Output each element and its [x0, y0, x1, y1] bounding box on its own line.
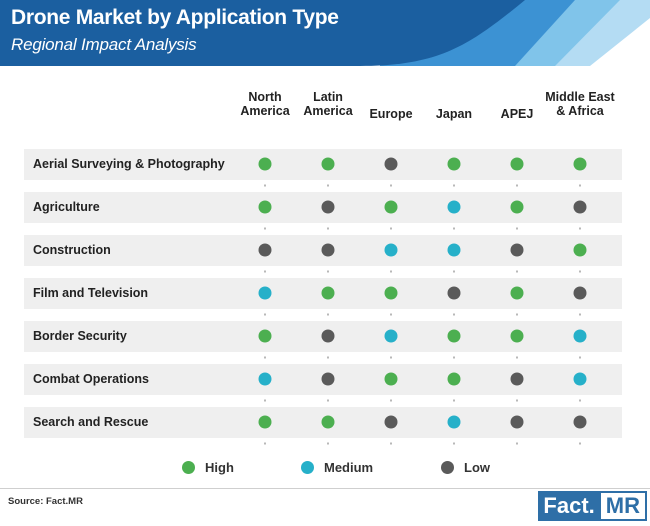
- legend-dot: [301, 461, 314, 474]
- impact-dot-high: [510, 286, 524, 300]
- impact-dot-high: [384, 372, 398, 386]
- column-header: Middle East & Africa: [541, 90, 619, 118]
- column-header: Japan: [415, 107, 493, 121]
- impact-dot-low: [321, 243, 335, 257]
- column-header: Latin America: [289, 90, 367, 118]
- impact-dot-high: [447, 372, 461, 386]
- column-header: APEJ: [478, 107, 556, 121]
- impact-dot-low: [510, 415, 524, 429]
- impact-dot-high: [447, 329, 461, 343]
- column-header-line: Middle East: [545, 90, 615, 104]
- source-note: Source: Fact.MR: [8, 496, 83, 507]
- impact-dot-high: [321, 286, 335, 300]
- column-header-line: America: [240, 104, 290, 118]
- impact-dot-high: [321, 415, 335, 429]
- legend-label: Medium: [324, 460, 374, 475]
- impact-dot-low: [321, 372, 335, 386]
- impact-dot-medium: [384, 329, 398, 343]
- column-header-line: Japan: [435, 107, 473, 121]
- row-label: Search and Rescue: [33, 414, 149, 429]
- impact-dot-high: [447, 157, 461, 171]
- impact-dot-high: [384, 286, 398, 300]
- impact-dot-high: [258, 329, 272, 343]
- legend-dot: [182, 461, 195, 474]
- impact-dot-medium: [447, 415, 461, 429]
- factmr-logo: Fact. MR: [538, 491, 647, 521]
- column-header-line: Europe: [369, 107, 413, 121]
- column-header-line: Latin: [313, 90, 343, 104]
- banner-main-shape: [0, 0, 525, 66]
- row-label: Aerial Surveying & Photography: [33, 156, 225, 171]
- impact-dot-low: [573, 415, 587, 429]
- row-label: Border Security: [33, 328, 127, 343]
- impact-dot-low: [447, 286, 461, 300]
- logo-part-fact: Fact.: [538, 491, 599, 521]
- column-header-line: America: [303, 104, 353, 118]
- impact-dot-medium: [447, 243, 461, 257]
- impact-dot-low: [573, 286, 587, 300]
- chart-title: Drone Market by Application Type: [11, 6, 339, 29]
- impact-dot-high: [258, 200, 272, 214]
- header-banner-shape: [0, 0, 650, 66]
- impact-dot-medium: [258, 372, 272, 386]
- row-label: Agriculture: [33, 199, 100, 214]
- impact-dot-high: [573, 243, 587, 257]
- impact-dot-low: [384, 157, 398, 171]
- column-header: Europe: [352, 107, 430, 121]
- impact-dot-low: [384, 415, 398, 429]
- header-banner: Drone Market by Application Type Regiona…: [0, 0, 650, 66]
- row-label: Film and Television: [33, 285, 149, 300]
- impact-dot-high: [384, 200, 398, 214]
- footer-divider: [0, 488, 650, 489]
- impact-dot-high: [258, 415, 272, 429]
- legend-item-low: Low: [441, 458, 490, 478]
- logo-part-mr: MR: [598, 491, 647, 521]
- impact-dot-low: [321, 200, 335, 214]
- legend-dot: [441, 461, 454, 474]
- legend-item-medium: Medium: [301, 458, 373, 478]
- impact-dot-medium: [573, 372, 587, 386]
- impact-dot-high: [573, 157, 587, 171]
- impact-dot-medium: [447, 200, 461, 214]
- legend-label: High: [205, 460, 234, 475]
- impact-dot-low: [258, 243, 272, 257]
- impact-dot-medium: [573, 329, 587, 343]
- column-header: North America: [226, 90, 304, 118]
- impact-dot-low: [510, 372, 524, 386]
- column-header-line: & Africa: [556, 104, 604, 118]
- column-header-line: APEJ: [500, 107, 534, 121]
- chart-subtitle: Regional Impact Analysis: [11, 35, 197, 54]
- row-label: Construction: [33, 242, 111, 257]
- impact-dot-low: [573, 200, 587, 214]
- impact-dot-medium: [384, 243, 398, 257]
- impact-dot-medium: [258, 286, 272, 300]
- row-label: Combat Operations: [33, 371, 149, 386]
- impact-dot-high: [510, 329, 524, 343]
- legend-item-high: High: [182, 458, 234, 478]
- impact-dot-low: [510, 243, 524, 257]
- impact-dot-high: [258, 157, 272, 171]
- legend-label: Low: [464, 460, 490, 475]
- impact-dot-high: [510, 157, 524, 171]
- column-header-line: North: [248, 90, 282, 104]
- impact-dot-high: [321, 157, 335, 171]
- impact-dot-low: [321, 329, 335, 343]
- impact-dot-high: [510, 200, 524, 214]
